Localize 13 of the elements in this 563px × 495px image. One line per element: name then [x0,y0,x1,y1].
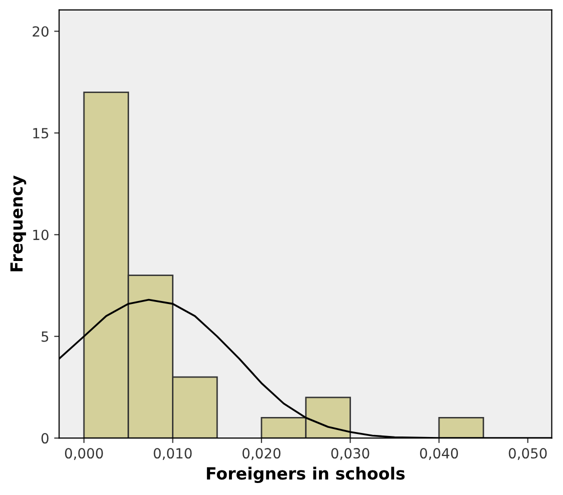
x-axis-title: Foreigners in schools [206,466,405,484]
x-tick-label: 0,000 [65,448,103,460]
y-tick-label: 20 [32,26,48,37]
y-axis-title: Frequency [10,176,26,272]
x-tick-label: 0,040 [420,448,458,460]
y-tick-label: 15 [33,128,48,138]
x-tick-label: 0,030 [331,448,370,460]
y-tick-label: 5 [42,332,48,342]
x-tick-label: 0,020 [242,448,280,460]
x-tick-label: 0,050 [508,448,547,460]
y-tick-label: 10 [33,230,48,240]
y-tick-label: 0 [41,433,48,444]
x-tick-label: 0,010 [154,448,192,460]
